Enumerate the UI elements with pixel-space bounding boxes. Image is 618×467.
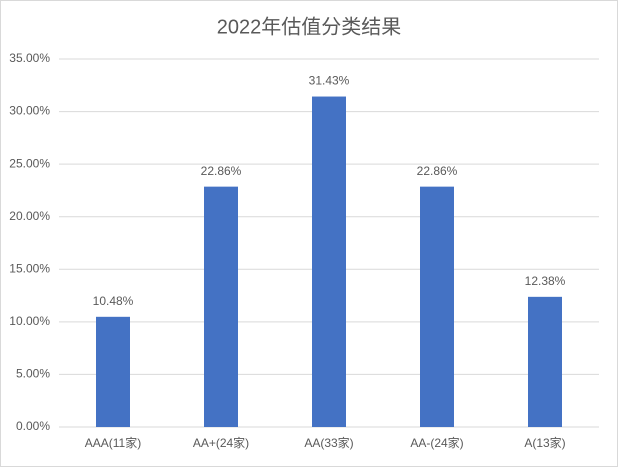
bar [420, 186, 454, 427]
y-tick-label: 0.00% [16, 419, 50, 433]
value-label: 12.38% [525, 274, 566, 288]
x-tick-label: AA-(24家) [410, 435, 463, 450]
bar [312, 96, 346, 427]
x-tick-label: AA+(24家) [193, 435, 249, 450]
value-label: 31.43% [309, 74, 350, 88]
value-label: 22.86% [201, 164, 242, 178]
y-tick-label: 5.00% [16, 367, 50, 381]
chart-title: 2022年估值分类结果 [217, 15, 402, 38]
y-tick-label: 35.00% [9, 51, 50, 65]
y-tick-label: 25.00% [9, 156, 50, 170]
value-label: 10.48% [93, 294, 134, 308]
y-tick-label: 15.00% [9, 261, 50, 275]
x-tick-label: A(13家) [524, 435, 565, 450]
x-tick-label: AA(33家) [304, 435, 353, 450]
y-tick-label: 30.00% [9, 104, 50, 118]
value-label: 22.86% [417, 164, 458, 178]
bar [204, 186, 238, 427]
bar [96, 316, 130, 427]
x-tick-label: AAA(11家) [85, 435, 141, 450]
y-tick-label: 20.00% [9, 209, 50, 223]
bar [528, 296, 562, 427]
y-tick-label: 10.00% [9, 314, 50, 328]
